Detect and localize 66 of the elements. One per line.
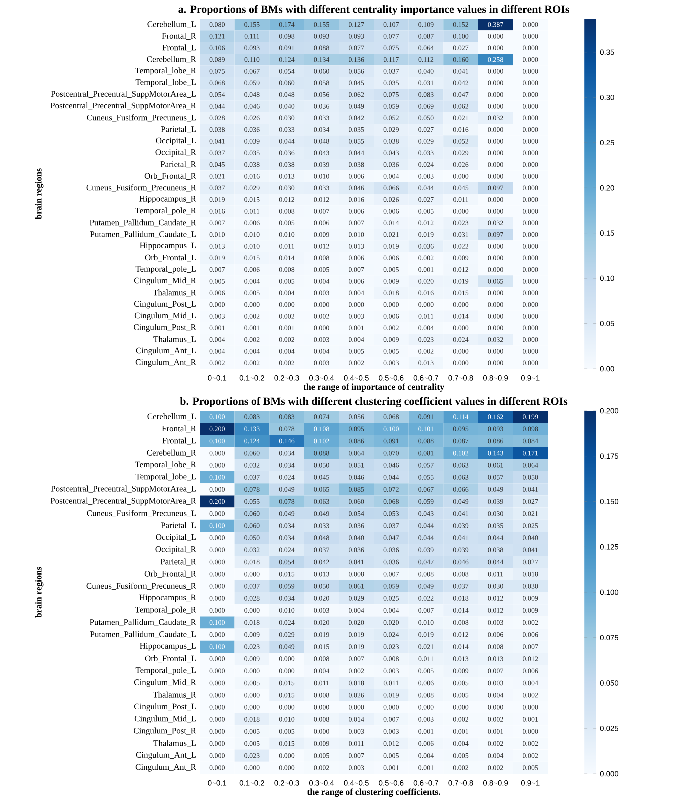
y-tick-label: Cingulum_Post_L [134, 704, 196, 712]
y-tick-label: Temporal_lobe_R [135, 462, 196, 470]
y-tick-label: Cuneus_Fusiform_Precuneus_R [86, 184, 196, 192]
y-tick-label: Frontal_L [162, 438, 196, 445]
y-tick-label: Postcentral_Precentral_SuppMotorArea_L [51, 486, 196, 494]
y-tick-label: Orb_Frontal_R [144, 570, 196, 578]
y-tick-label: Putamen_Pallidum_Caudate_L [90, 231, 196, 238]
y-tick-label: Postcentral_Precentral_SuppMotorArea_R [50, 498, 196, 506]
y-tick-label: Frontal_R [162, 426, 196, 433]
y-tick-label: Cerebellum_L [148, 414, 196, 421]
y-tick-label: Parietal_R [160, 161, 196, 168]
y-tick-label: Cingulum_Mid_L [134, 312, 196, 320]
y-tick-label: Occipital_L [156, 534, 196, 542]
y-tick-label: Parietal_L [161, 522, 196, 530]
y-tick-label: Cingulum_Ant_L [136, 752, 196, 760]
y-tick-label: Postcentral_Precentral_SuppMotorArea_R [50, 102, 196, 110]
y-tick-label: Temporal_lobe_R [135, 68, 196, 76]
y-tick-label: Temporal_pole_R [135, 606, 196, 614]
y-tick-label: Orb_Frontal_L [145, 656, 196, 663]
y-axis-title: brain regions [35, 567, 44, 618]
y-tick-label: Cuneus_Fusiform_Precuneus_L [87, 114, 196, 122]
chart-title: a. Proportions of BMs with different centrality importance values in different ROIs [178, 5, 570, 16]
y-tick-label: Cerebellum_L [148, 21, 196, 28]
y-tick-label: Hippocampus_R [140, 594, 196, 602]
chart-title: b. Proportions of BMs with different clustering coefficient values in different ROIs [180, 397, 568, 408]
y-tick-label: Cingulum_Mid_R [134, 679, 196, 688]
y-tick-label: Thalamus_L [154, 740, 196, 748]
y-tick-label: Temporal_pole_L [136, 667, 196, 675]
y-tick-label: Postcentral_Precentral_SuppMotorArea_L [51, 90, 196, 99]
y-tick-label: Thalamus_R [153, 290, 196, 297]
y-tick-label: Cingulum_Post_L [134, 300, 196, 309]
y-tick-label: Cingulum_Mid_L [134, 716, 196, 724]
y-tick-label: Parietal_R [160, 558, 196, 566]
y-tick-label: Occipital_L [156, 138, 196, 146]
y-tick-label: Cingulum_Ant_R [136, 359, 196, 368]
y-tick-label: Cingulum_Post_R [134, 324, 196, 332]
x-axis-title: the range of clustering coefficients. [307, 788, 440, 798]
y-tick-label: Occipital_R [156, 149, 196, 158]
y-tick-label: Cuneus_Fusiform_Precuneus_R [86, 582, 196, 590]
y-tick-label: Hippocampus_L [140, 242, 196, 250]
y-tick-label: Cerebellum_R [147, 56, 196, 64]
y-tick-label: Cingulum_Post_R [134, 728, 196, 736]
y-tick-label: Occipital_R [156, 546, 196, 554]
y-tick-label: Cingulum_Ant_L [136, 348, 196, 356]
y-tick-label: Temporal_lobe_L [136, 474, 196, 482]
y-tick-label: Putamen_Pallidum_Caudate_R [90, 220, 196, 227]
y-tick-label: Parietal_L [161, 126, 196, 134]
y-tick-label: Cuneus_Fusiform_Precuneus_L [87, 510, 196, 518]
x-axis-title: the range of importance of centrality [304, 384, 445, 392]
y-tick-label: Orb_Frontal_L [145, 254, 196, 262]
y-axis-title: brain regions [35, 168, 44, 220]
y-tick-label: Thalamus_L [154, 336, 196, 344]
y-tick-label: Orb_Frontal_R [144, 173, 196, 180]
y-tick-label: Putamen_Pallidum_Caudate_L [90, 631, 196, 638]
y-tick-label: Frontal_L [162, 44, 196, 52]
y-tick-label: Temporal_lobe_L [136, 79, 196, 88]
y-tick-label: Hippocampus_R [140, 196, 196, 204]
y-tick-label: Thalamus_R [153, 692, 196, 699]
y-tick-label: Temporal_pole_R [135, 208, 196, 216]
y-tick-label: Putamen_Pallidum_Caudate_R [90, 619, 196, 626]
y-tick-label: Frontal_R [162, 33, 196, 40]
y-tick-label: Hippocampus_L [140, 643, 196, 651]
y-tick-label: Cingulum_Ant_R [136, 764, 196, 772]
y-tick-label: Cerebellum_R [147, 450, 196, 457]
y-tick-label: Temporal_pole_L [136, 266, 196, 274]
y-tick-label: Cingulum_Mid_R [134, 278, 196, 286]
